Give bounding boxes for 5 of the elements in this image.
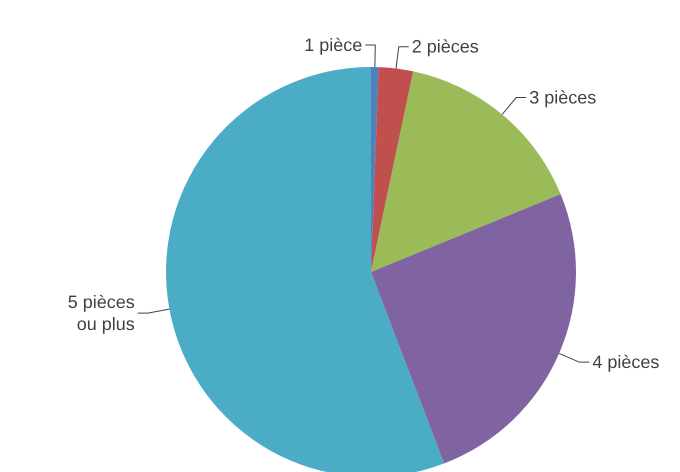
slice-label: 2 pièces	[412, 36, 479, 57]
slice-label: 3 pièces	[529, 88, 596, 108]
slice-label: 4 pièces	[592, 352, 660, 372]
slice-label: 1 pièce	[304, 35, 362, 56]
slice-label: 5 pièces ou plus	[68, 292, 135, 334]
